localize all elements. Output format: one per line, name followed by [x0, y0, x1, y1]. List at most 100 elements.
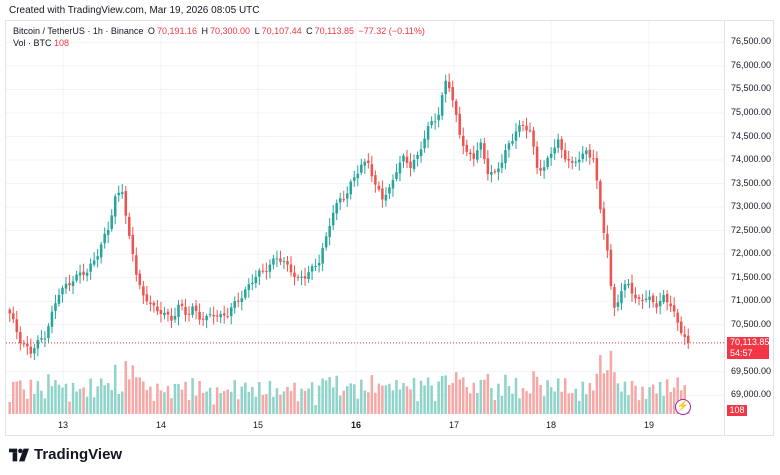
- volume-bar: [110, 390, 113, 414]
- candle-body: [78, 272, 82, 276]
- volume-bar: [244, 382, 247, 414]
- candle-body: [265, 270, 268, 272]
- candle-body: [191, 306, 194, 315]
- volume-bar: [54, 380, 57, 414]
- candle-body: [433, 121, 437, 123]
- volume-bar: [180, 389, 184, 414]
- candle-body: [669, 303, 672, 307]
- volume-bar: [377, 383, 381, 414]
- chart-frame: [5, 20, 774, 436]
- volume-bar: [342, 390, 345, 414]
- volume-bar: [609, 350, 613, 414]
- candle-body: [300, 276, 303, 278]
- low-value: 70,107.44: [261, 26, 302, 36]
- candle-body: [19, 331, 22, 344]
- candle-body: [236, 300, 240, 302]
- volume-bar: [363, 390, 367, 414]
- candle-body: [321, 248, 324, 264]
- volume-bar: [374, 392, 377, 414]
- volume-bar: [497, 383, 500, 414]
- last-price-value: 70,113.85: [730, 336, 770, 347]
- candle-body: [173, 315, 177, 320]
- volume-bar: [430, 385, 433, 414]
- candle-body: [416, 154, 419, 159]
- volume-bar: [99, 378, 103, 414]
- candle-body: [226, 316, 229, 318]
- candle-body: [560, 139, 563, 150]
- candle-body: [437, 114, 440, 121]
- candle-body: [483, 143, 486, 160]
- volume-bar: [64, 383, 68, 414]
- volume-bar: [50, 386, 54, 414]
- candle-body: [542, 167, 546, 171]
- candles: [8, 73, 690, 361]
- candle-body: [82, 271, 85, 275]
- candle-body: [504, 150, 507, 164]
- candle-body: [124, 191, 128, 216]
- candle-body: [64, 283, 68, 289]
- candle-body: [465, 144, 469, 152]
- volume-bar: [469, 393, 472, 414]
- candle-body: [599, 181, 602, 210]
- candle-body: [507, 143, 511, 150]
- y-tick-label: 75,500.00: [731, 83, 772, 94]
- volume-bar: [655, 393, 658, 414]
- x-tick-label: 16: [350, 420, 362, 430]
- candle-body: [170, 315, 173, 321]
- volume-bar: [423, 385, 426, 414]
- candle-body: [595, 158, 599, 181]
- close-label: C: [306, 26, 313, 36]
- candle-body: [240, 298, 244, 303]
- volume-bar: [166, 385, 170, 414]
- candle-body: [229, 307, 233, 317]
- candle-body: [36, 339, 40, 349]
- volume-bar: [665, 379, 669, 414]
- candle-body: [187, 313, 191, 315]
- volume-bar: [247, 391, 251, 414]
- tradingview-logo: TradingView: [9, 446, 122, 463]
- volume-bar: [458, 379, 462, 414]
- candle-body: [335, 203, 338, 214]
- open-value: 70,191.16: [156, 26, 197, 36]
- volume-bar: [103, 385, 106, 414]
- candle-body: [338, 198, 342, 203]
- candle-body: [451, 87, 454, 101]
- candle-body: [96, 256, 99, 260]
- candle-body: [630, 282, 634, 294]
- volume-bar: [324, 380, 328, 414]
- candle-body: [454, 101, 458, 115]
- volume-bar: [156, 383, 159, 414]
- volume-bar: [476, 392, 479, 414]
- candle-body: [405, 156, 409, 163]
- candle-body: [26, 343, 29, 347]
- volume-label[interactable]: Vol · BTC: [13, 38, 52, 48]
- candle-body: [128, 216, 131, 237]
- volume-bar: [588, 383, 592, 414]
- volume-bar: [412, 377, 416, 414]
- candle-body: [409, 161, 412, 168]
- candle-body: [648, 296, 651, 300]
- volume-bar: [272, 396, 275, 414]
- candle-body: [511, 141, 514, 144]
- candle-body: [222, 313, 226, 316]
- candle-body: [472, 153, 476, 159]
- bolt-icon[interactable]: ⚡: [675, 399, 691, 415]
- symbol-title[interactable]: Bitcoin / TetherUS · 1h · Binance: [13, 26, 144, 36]
- y-tick-label: 69,500.00: [731, 365, 772, 376]
- volume-bar: [265, 394, 268, 414]
- candle-body: [145, 294, 149, 302]
- candle-body: [279, 258, 282, 262]
- candle-body: [602, 208, 606, 233]
- volume-bar: [78, 388, 82, 414]
- candle-body: [33, 348, 36, 354]
- volume-bar: [370, 375, 374, 414]
- candle-body: [131, 234, 135, 255]
- volume-bar: [493, 399, 497, 414]
- candle-body: [180, 303, 184, 306]
- candle-body: [676, 312, 679, 323]
- volume-bar: [303, 390, 307, 414]
- candle-body: [384, 194, 388, 201]
- candle-body: [419, 149, 423, 157]
- candle-body: [289, 264, 293, 273]
